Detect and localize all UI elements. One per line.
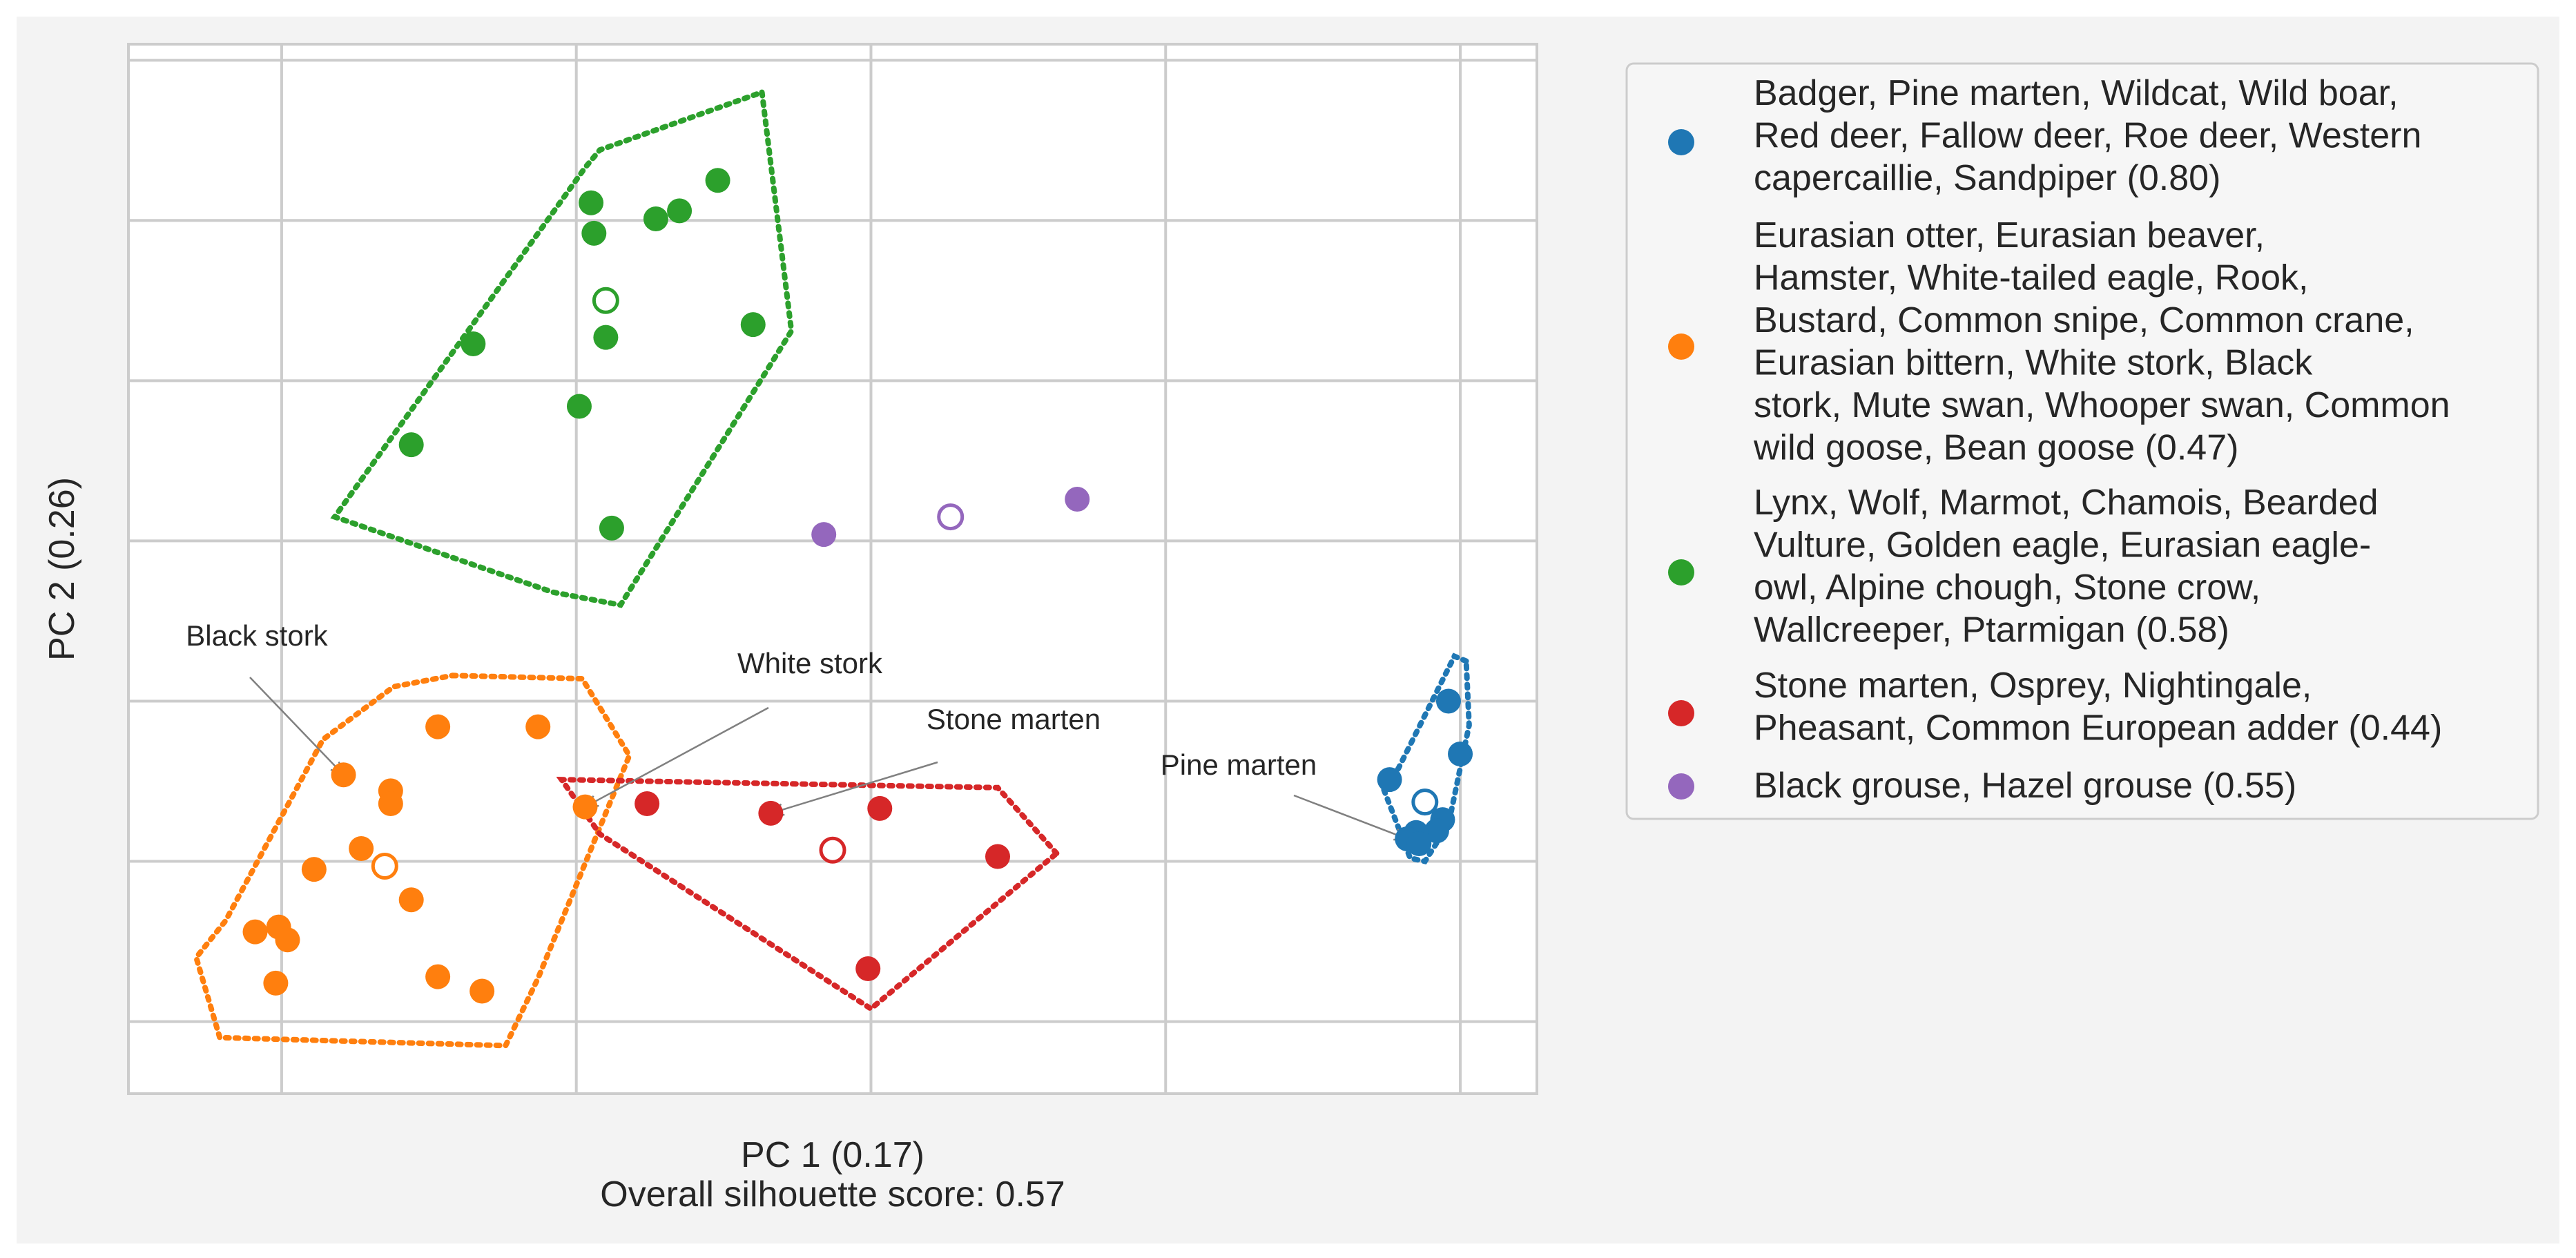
data-point (275, 927, 300, 953)
data-point (469, 978, 495, 1004)
legend-label-line: wild goose, Bean goose (0.47) (1753, 428, 2238, 468)
data-points (242, 168, 1473, 1004)
plot-area (128, 44, 1537, 1094)
data-point (1406, 831, 1432, 856)
legend-label: Badger, Pine marten, Wildcat, Wild boar,… (1754, 73, 2421, 198)
legend-label-line: Eurasian bittern, White stork, Black (1754, 343, 2313, 383)
legend-label-line: Lynx, Wolf, Marmot, Chamois, Bearded (1754, 483, 2379, 523)
data-point (1435, 688, 1461, 714)
data-point (867, 795, 893, 821)
data-point (985, 844, 1010, 869)
cluster-hull-4 (556, 777, 1061, 1012)
data-point (398, 432, 424, 458)
cluster-centroid-4 (819, 836, 846, 864)
data-point (667, 198, 693, 224)
data-point (425, 964, 451, 989)
annotation-label: Stone marten (927, 703, 1101, 735)
legend-label-line: Eurasian otter, Eurasian beaver, (1754, 215, 2265, 255)
annotation-label: Black stork (186, 619, 328, 652)
legend-marker (1668, 559, 1694, 586)
legend-label-line: Red deer, Fallow deer, Roe deer, Western (1754, 116, 2421, 156)
cluster-centroid-1 (1411, 788, 1439, 816)
cluster-centroid-5 (937, 503, 965, 531)
cluster-hulls (193, 88, 1472, 1049)
legend-label: Stone marten, Osprey, Nightingale, Pheasa… (1754, 666, 2442, 748)
annotation-label: Pine marten (1161, 748, 1317, 781)
data-point (263, 970, 289, 996)
legend-label-line: stork, Mute swan, Whooper swan, Common (1754, 385, 2450, 425)
legend-label-line: Wallcreeper, Ptarmigan (0.58) (1754, 610, 2229, 650)
annotation-arrow (771, 761, 938, 815)
legend: Badger, Pine marten, Wildcat, Wild boar,… (1625, 62, 2539, 820)
data-point (740, 312, 766, 338)
legend-marker (1668, 333, 1694, 360)
cluster-hull-1 (1380, 652, 1472, 865)
legend-marker (1668, 773, 1694, 800)
legend-label-line: owl, Alpine chough, Stone crow, (1754, 568, 2260, 608)
plot-frame (127, 43, 1538, 1095)
data-point (593, 325, 619, 350)
data-point (1065, 487, 1090, 512)
data-point (811, 522, 837, 548)
legend-marker (1668, 700, 1694, 726)
legend-label: Eurasian otter, Eurasian beaver, Hamster,… (1753, 215, 2450, 468)
data-point (635, 791, 660, 816)
data-point (643, 206, 668, 231)
legend-label: Black grouse, Hazel grouse (0.55) (1754, 766, 2296, 806)
legend-label-line: Vulture, Golden eagle, Eurasian eagle- (1754, 525, 2371, 565)
cluster-hull-2 (193, 672, 632, 1049)
data-point (242, 919, 268, 945)
annotation-arrow (249, 677, 345, 776)
data-point (1377, 767, 1402, 793)
annotation-arrow (1293, 794, 1408, 840)
data-point (579, 190, 604, 215)
data-point (855, 956, 881, 981)
data-point (1424, 818, 1449, 844)
data-point (525, 714, 551, 739)
data-point (331, 762, 356, 788)
data-point (758, 800, 784, 826)
legend-box (1625, 62, 2539, 820)
x-axis-label: PC 1 (0.17) (741, 1135, 924, 1175)
data-point (461, 331, 486, 356)
data-point (398, 887, 424, 913)
annotation-label: White stork (737, 647, 883, 679)
chart-subtitle: Overall silhouette score: 0.57 (600, 1174, 1065, 1215)
cluster-hull-3 (330, 88, 795, 608)
y-axis-label: PC 2 (0.26) (42, 477, 82, 661)
cluster-centroid-3 (592, 287, 619, 314)
annotation-labels: Black stork White stork Stone marten Pine m… (186, 619, 1317, 781)
data-point (425, 714, 451, 739)
legend-label: Lynx, Wolf, Marmot, Chamois, Bearded Vult… (1754, 483, 2379, 650)
legend-label-line: Badger, Pine marten, Wildcat, Wild boar, (1754, 73, 2399, 113)
legend-label-line: Hamster, White-tailed eagle, Rook, (1754, 258, 2308, 298)
data-point (599, 515, 624, 541)
data-point (572, 794, 598, 820)
legend-label-line: Bustard, Common snipe, Common crane, (1754, 300, 2414, 340)
data-point (349, 835, 374, 861)
legend-label-line: Pheasant, Common European adder (0.44) (1754, 708, 2442, 748)
data-point (581, 220, 607, 246)
grid (128, 44, 1537, 1094)
legend-label-line: Stone marten, Osprey, Nightingale, (1754, 666, 2312, 706)
cluster-centroid-2 (371, 852, 398, 880)
data-point (301, 857, 327, 882)
data-point (566, 394, 592, 419)
annotation-arrow (584, 706, 769, 808)
legend-label-line: capercaillie, Sandpiper (0.80) (1754, 158, 2220, 198)
data-point (1448, 742, 1473, 767)
data-point (378, 791, 403, 816)
data-point (705, 168, 730, 193)
legend-marker (1668, 129, 1694, 155)
legend-label-line: Black grouse, Hazel grouse (0.55) (1754, 766, 2296, 806)
